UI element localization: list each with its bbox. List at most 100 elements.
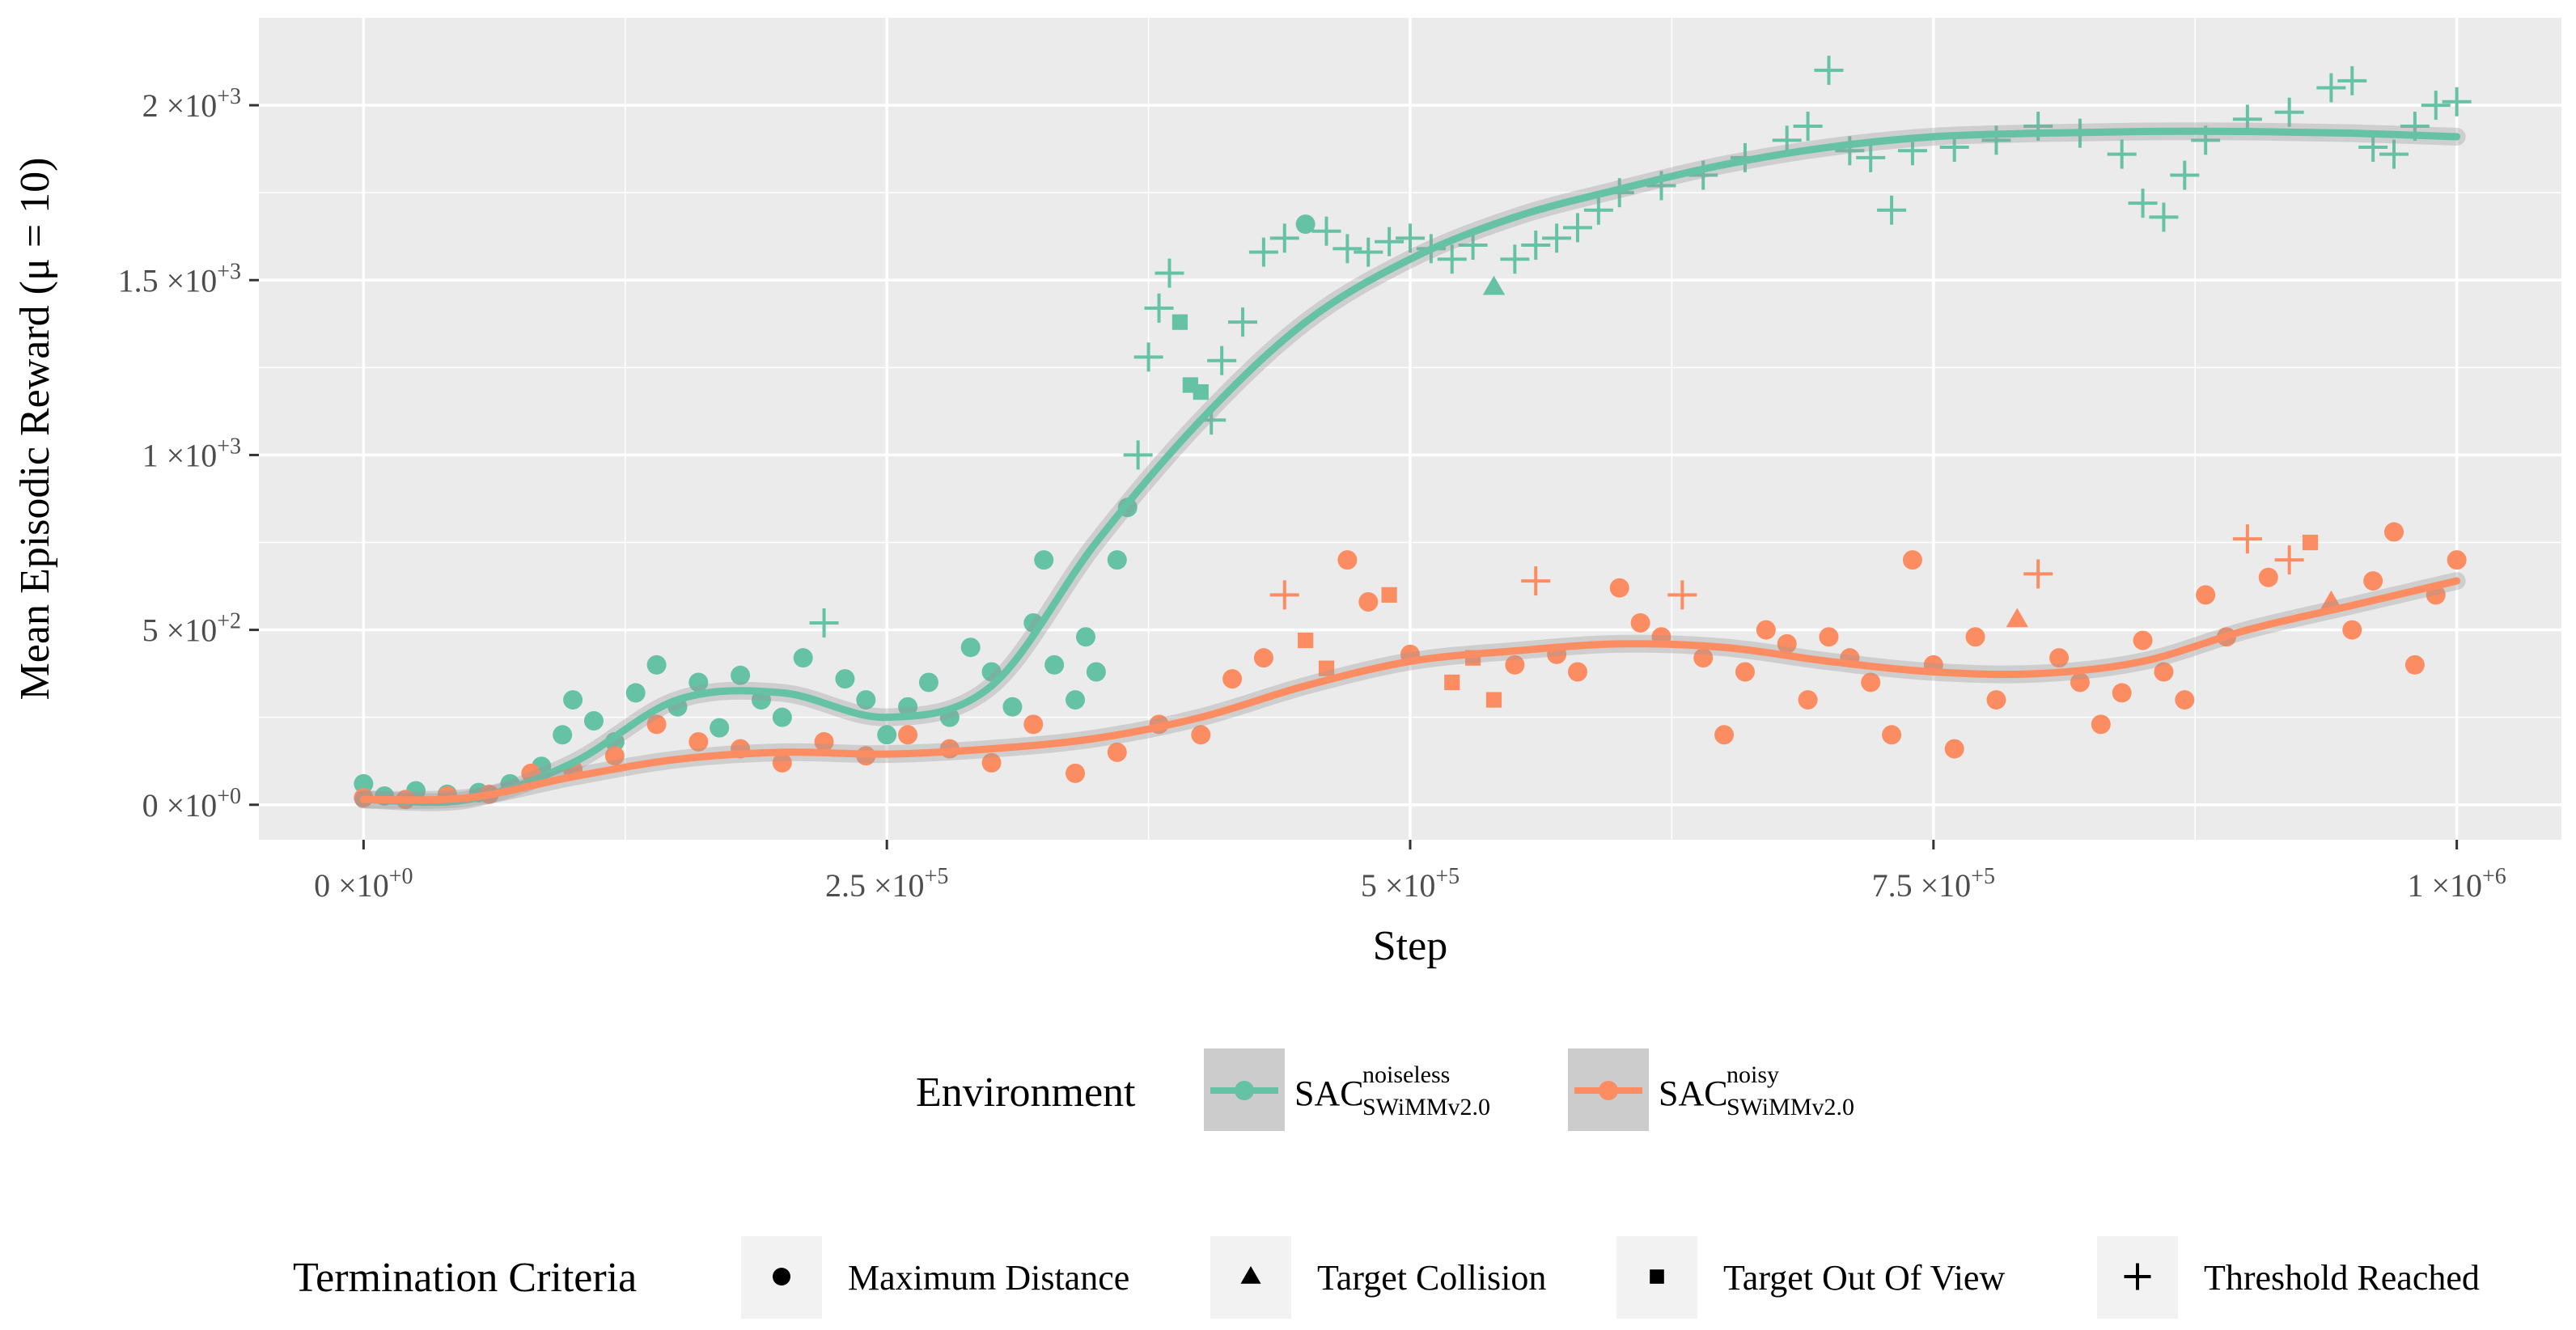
data-point [1381, 587, 1397, 603]
data-point [1337, 550, 1358, 570]
data-point [583, 711, 604, 731]
data-point [1693, 648, 1714, 668]
data-point [1877, 195, 1907, 225]
data-point [1269, 580, 1299, 610]
legend-key-noiseless [1204, 1048, 1285, 1131]
data-point [1066, 690, 1086, 710]
data-point [2302, 534, 2319, 551]
data-point [2049, 648, 2070, 668]
y-tick-labels: 0 ×10+0 5 ×10+2 1 ×10+3 1.5 ×10+3 2 ×10+3 [118, 84, 241, 824]
data-point [2128, 188, 2158, 218]
data-point [604, 746, 625, 766]
data-point [1630, 612, 1650, 633]
data-point [1798, 690, 1818, 710]
data-point [1207, 345, 1237, 375]
data-point [1298, 632, 1314, 649]
legend-shape-circle-icon [773, 1268, 790, 1286]
data-point [1107, 742, 1127, 762]
data-point [1505, 654, 1525, 675]
y-tick-label: 5 ×10+2 [142, 609, 241, 649]
data-point [1444, 674, 1460, 691]
y-tick-label: 0 ×10+0 [142, 784, 241, 824]
data-point [2196, 585, 2216, 605]
data-point [2070, 672, 2090, 693]
data-point [793, 648, 813, 668]
data-point [1521, 566, 1551, 596]
data-point [2274, 545, 2304, 575]
data-point [2447, 550, 2467, 570]
data-point [1358, 592, 1379, 612]
data-point [2112, 683, 2132, 703]
data-point [553, 725, 573, 745]
data-point [710, 718, 730, 738]
data-point [1814, 55, 1844, 85]
data-point [1228, 307, 1258, 337]
data-point [563, 690, 583, 710]
data-point [1123, 440, 1153, 470]
legend-label-circle: Maximum Distance [848, 1258, 1129, 1298]
axis-ticks [249, 104, 2459, 849]
data-point [2379, 139, 2409, 169]
data-point [1500, 244, 1530, 274]
data-point [1944, 739, 1964, 759]
data-point [1375, 227, 1405, 256]
data-point [1222, 669, 1243, 689]
data-point [1609, 578, 1629, 598]
data-point [1542, 223, 1572, 253]
data-point [2006, 608, 2028, 628]
data-point [1248, 237, 1278, 267]
data-point [1583, 195, 1613, 225]
legend-key-triangle [1210, 1236, 1291, 1319]
data-point [2149, 202, 2179, 232]
data-point [1311, 216, 1341, 246]
data-point [835, 669, 855, 689]
grid-major [259, 18, 2561, 840]
data-point [1777, 633, 1797, 654]
data-point [1034, 550, 1054, 570]
data-point [2363, 571, 2383, 591]
data-point [1981, 125, 2011, 155]
data-point [688, 672, 709, 693]
data-point [2316, 73, 2346, 103]
data-point [688, 731, 709, 752]
data-point [898, 725, 918, 745]
data-point [2175, 690, 2195, 710]
data-point [772, 752, 792, 773]
data-point [1295, 214, 1316, 235]
x-tick-label: 7.5 ×10+5 [1872, 864, 1995, 904]
data-point [1193, 384, 1209, 400]
data-point [2421, 91, 2451, 121]
data-point [1354, 237, 1383, 267]
data-point [646, 714, 667, 735]
legend-label-noiseless: SACnoiseless SWiMMv2.0 [1294, 1061, 1490, 1120]
data-point [1269, 223, 1299, 253]
data-point [1437, 244, 1467, 274]
data-point [2133, 630, 2153, 650]
data-point [1332, 234, 1362, 264]
data-point [1562, 213, 1592, 243]
data-point [2274, 97, 2304, 127]
data-point [1044, 654, 1065, 675]
legend-environment-entries: SACnoiseless SWiMMv2.0 SACnoisy SWiMMv2.0 [1204, 1048, 1854, 1131]
smooth-line-noisy [359, 577, 2461, 804]
legend-environment: Environment SACnoiseless SWiMMv2.0 SACnois… [916, 1048, 1854, 1131]
data-point [1856, 142, 1886, 172]
data-point [1986, 690, 2006, 710]
legend-key-noisy [1568, 1048, 1649, 1131]
data-point [1133, 342, 1163, 372]
legend-label-plus: Threshold Reached [2204, 1258, 2480, 1298]
legend-key-plus [2097, 1236, 2178, 1319]
legend-key-square [1616, 1236, 1697, 1319]
data-point [2091, 714, 2111, 735]
data-point [1191, 725, 1211, 745]
data-point [856, 690, 876, 710]
data-point [1882, 725, 1902, 745]
data-point [1485, 692, 1502, 708]
data-point [814, 731, 834, 752]
data-point [1155, 258, 1184, 288]
data-point [1567, 662, 1587, 682]
legend-termination-title: Termination Criteria [293, 1255, 637, 1301]
legend-shape-triangle-icon [1240, 1266, 1261, 1284]
data-point [1023, 714, 1044, 735]
legend-shape-square-icon [1650, 1269, 1664, 1284]
